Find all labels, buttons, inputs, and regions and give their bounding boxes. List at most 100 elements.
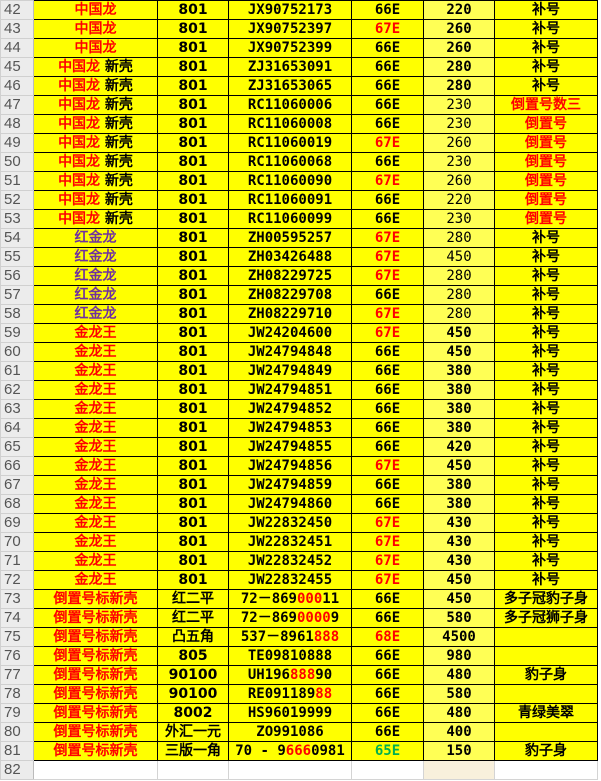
empty-cell[interactable] xyxy=(33,760,158,780)
cell-serial[interactable]: UH19688890 xyxy=(228,665,352,685)
cell-type[interactable]: 805 xyxy=(157,646,229,666)
cell-serial[interactable]: JW24204600 xyxy=(228,323,352,343)
row-header[interactable]: 51 xyxy=(0,171,34,191)
row-header[interactable]: 70 xyxy=(0,532,34,552)
cell-grade[interactable]: 66E xyxy=(351,722,424,742)
row-header[interactable]: 53 xyxy=(0,209,34,229)
cell-price[interactable]: 380 xyxy=(423,475,495,495)
cell-grade[interactable]: 67E xyxy=(351,532,424,552)
cell-serial[interactable]: ZJ31653091 xyxy=(228,57,352,77)
cell-name[interactable]: 金龙王 xyxy=(33,532,158,552)
cell-name[interactable]: 金龙王 xyxy=(33,418,158,438)
cell-price[interactable]: 260 xyxy=(423,171,495,191)
cell-serial[interactable]: JW24794853 xyxy=(228,418,352,438)
cell-type[interactable]: 801 xyxy=(157,209,229,229)
row-header[interactable]: 77 xyxy=(0,665,34,685)
cell-name[interactable]: 倒置号标新壳 xyxy=(33,703,158,723)
cell-grade[interactable]: 66E xyxy=(351,380,424,400)
cell-type[interactable]: 801 xyxy=(157,456,229,476)
cell-serial[interactable]: 70 - 96660981 xyxy=(228,741,352,761)
cell-note[interactable]: 补号 xyxy=(494,57,598,77)
cell-name[interactable]: 金龙王 xyxy=(33,361,158,381)
cell-serial[interactable]: ZH08229708 xyxy=(228,285,352,305)
cell-name[interactable]: 倒置号标新壳 xyxy=(33,627,158,647)
row-header[interactable]: 49 xyxy=(0,133,34,153)
row-header[interactable]: 59 xyxy=(0,323,34,343)
cell-name[interactable]: 金龙王 xyxy=(33,494,158,514)
cell-note[interactable]: 补号 xyxy=(494,532,598,552)
cell-price[interactable]: 280 xyxy=(423,266,495,286)
cell-price[interactable]: 380 xyxy=(423,361,495,381)
cell-serial[interactable]: RC11060099 xyxy=(228,209,352,229)
cell-type[interactable]: 外汇一元 xyxy=(157,722,229,742)
cell-grade[interactable]: 66E xyxy=(351,494,424,514)
cell-grade[interactable]: 67E xyxy=(351,171,424,191)
cell-type[interactable]: 801 xyxy=(157,494,229,514)
cell-serial[interactable]: JW22832452 xyxy=(228,551,352,571)
cell-note[interactable]: 补号 xyxy=(494,456,598,476)
cell-name[interactable]: 金龙王 xyxy=(33,342,158,362)
cell-type[interactable]: 801 xyxy=(157,171,229,191)
cell-type[interactable]: 90100 xyxy=(157,665,229,685)
empty-cell[interactable] xyxy=(494,760,598,780)
cell-serial[interactable]: JX90752399 xyxy=(228,38,352,58)
cell-serial[interactable]: JX90752397 xyxy=(228,19,352,39)
cell-note[interactable]: 豹子身 xyxy=(494,665,598,685)
cell-name[interactable]: 倒置号标新壳 xyxy=(33,722,158,742)
cell-note[interactable]: 补号 xyxy=(494,399,598,419)
cell-price[interactable]: 580 xyxy=(423,684,495,704)
cell-note[interactable]: 补号 xyxy=(494,0,598,20)
cell-grade[interactable]: 67E xyxy=(351,570,424,590)
row-header[interactable]: 47 xyxy=(0,95,34,115)
row-header[interactable]: 50 xyxy=(0,152,34,172)
cell-note[interactable]: 补号 xyxy=(494,247,598,267)
cell-name[interactable]: 中国龙 新壳 xyxy=(33,57,158,77)
cell-serial[interactable]: JW24794848 xyxy=(228,342,352,362)
cell-type[interactable]: 801 xyxy=(157,532,229,552)
row-header[interactable]: 71 xyxy=(0,551,34,571)
cell-note[interactable]: 补号 xyxy=(494,361,598,381)
cell-note[interactable]: 多子冠狮子身 xyxy=(494,608,598,628)
cell-serial[interactable]: ZH08229725 xyxy=(228,266,352,286)
row-header[interactable]: 67 xyxy=(0,475,34,495)
cell-grade[interactable]: 67E xyxy=(351,323,424,343)
cell-serial[interactable]: RC11060091 xyxy=(228,190,352,210)
cell-price[interactable]: 380 xyxy=(423,399,495,419)
cell-type[interactable]: 801 xyxy=(157,475,229,495)
row-header[interactable]: 57 xyxy=(0,285,34,305)
cell-name[interactable]: 中国龙 新壳 xyxy=(33,95,158,115)
cell-name[interactable]: 中国龙 新壳 xyxy=(33,114,158,134)
cell-type[interactable]: 红二平 xyxy=(157,589,229,609)
cell-type[interactable]: 801 xyxy=(157,228,229,248)
cell-serial[interactable]: ZH08229710 xyxy=(228,304,352,324)
cell-note[interactable]: 补号 xyxy=(494,19,598,39)
cell-type[interactable]: 凸五角 xyxy=(157,627,229,647)
cell-note[interactable]: 补号 xyxy=(494,418,598,438)
cell-name[interactable]: 中国龙 新壳 xyxy=(33,76,158,96)
cell-type[interactable]: 801 xyxy=(157,133,229,153)
cell-name[interactable]: 中国龙 xyxy=(33,0,158,20)
cell-type[interactable]: 801 xyxy=(157,0,229,20)
row-header[interactable]: 46 xyxy=(0,76,34,96)
cell-price[interactable]: 260 xyxy=(423,38,495,58)
cell-price[interactable]: 980 xyxy=(423,646,495,666)
cell-note[interactable] xyxy=(494,684,598,704)
row-header[interactable]: 75 xyxy=(0,627,34,647)
cell-price[interactable]: 420 xyxy=(423,437,495,457)
cell-grade[interactable]: 66E xyxy=(351,665,424,685)
cell-name[interactable]: 中国龙 新壳 xyxy=(33,171,158,191)
cell-note[interactable]: 补号 xyxy=(494,323,598,343)
cell-note[interactable] xyxy=(494,722,598,742)
cell-serial[interactable]: 72－86900011 xyxy=(228,589,352,609)
cell-type[interactable]: 801 xyxy=(157,76,229,96)
cell-price[interactable]: 400 xyxy=(423,722,495,742)
cell-grade[interactable]: 67E xyxy=(351,19,424,39)
cell-note[interactable]: 倒置号 xyxy=(494,171,598,191)
cell-note[interactable]: 多子冠豹子身 xyxy=(494,589,598,609)
cell-note[interactable]: 补号 xyxy=(494,304,598,324)
row-header[interactable]: 80 xyxy=(0,722,34,742)
row-header[interactable]: 64 xyxy=(0,418,34,438)
cell-grade[interactable]: 66E xyxy=(351,152,424,172)
cell-name[interactable]: 金龙王 xyxy=(33,380,158,400)
cell-type[interactable]: 801 xyxy=(157,418,229,438)
